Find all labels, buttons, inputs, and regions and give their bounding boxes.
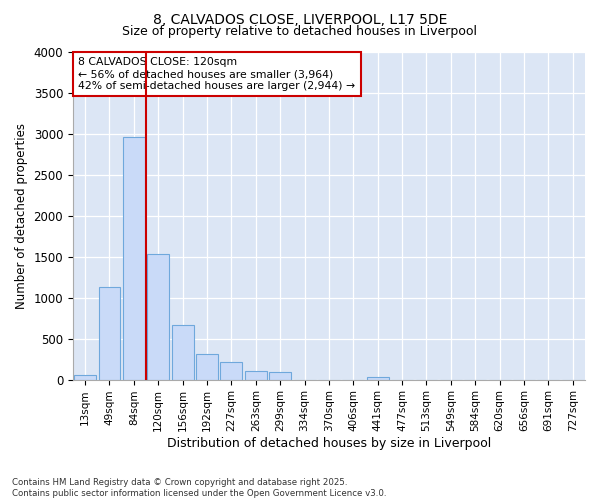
Bar xyxy=(98,287,121,380)
Bar xyxy=(245,372,267,380)
Y-axis label: Number of detached properties: Number of detached properties xyxy=(15,123,28,309)
Bar xyxy=(220,362,242,380)
Bar xyxy=(172,325,194,380)
Text: Size of property relative to detached houses in Liverpool: Size of property relative to detached ho… xyxy=(122,25,478,38)
Bar xyxy=(269,372,291,380)
Bar xyxy=(123,136,145,380)
Bar xyxy=(196,354,218,380)
Text: Contains HM Land Registry data © Crown copyright and database right 2025.
Contai: Contains HM Land Registry data © Crown c… xyxy=(12,478,386,498)
Bar xyxy=(147,254,169,380)
X-axis label: Distribution of detached houses by size in Liverpool: Distribution of detached houses by size … xyxy=(167,437,491,450)
Bar xyxy=(74,375,96,380)
Text: 8, CALVADOS CLOSE, LIVERPOOL, L17 5DE: 8, CALVADOS CLOSE, LIVERPOOL, L17 5DE xyxy=(153,12,447,26)
Text: 8 CALVADOS CLOSE: 120sqm
← 56% of detached houses are smaller (3,964)
42% of sem: 8 CALVADOS CLOSE: 120sqm ← 56% of detach… xyxy=(78,58,355,90)
Bar xyxy=(367,377,389,380)
